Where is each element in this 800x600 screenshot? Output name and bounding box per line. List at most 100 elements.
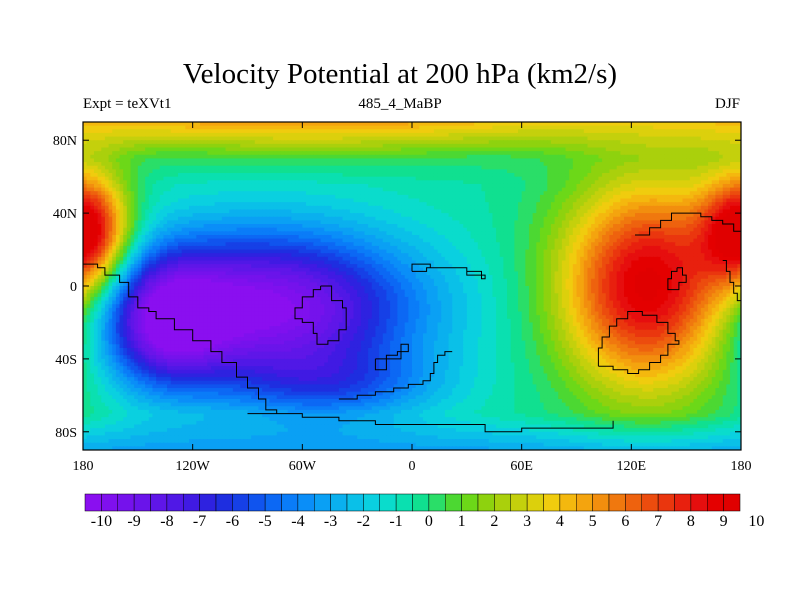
contour-cell <box>276 154 281 160</box>
contour-cell <box>455 191 461 196</box>
contour-cell <box>426 125 431 130</box>
contour-cell <box>401 216 406 221</box>
contour-cell <box>675 209 680 214</box>
contour-cell <box>697 129 702 134</box>
contour-cell <box>141 165 146 170</box>
contour-cell <box>507 213 512 218</box>
contour-cell <box>539 202 545 207</box>
contour-cell <box>532 169 537 174</box>
contour-cell <box>463 191 468 196</box>
contour-cell <box>360 194 366 200</box>
contour-cell <box>569 220 574 225</box>
contour-cell <box>547 173 552 178</box>
contour-cell <box>448 129 453 134</box>
contour-cell <box>525 180 530 185</box>
contour-cell <box>342 202 347 207</box>
contour-cell <box>412 183 417 189</box>
contour-cell <box>602 183 607 189</box>
contour-cell <box>704 213 709 218</box>
contour-cell <box>525 202 530 207</box>
contour-cell <box>561 158 567 163</box>
contour-cell <box>196 176 201 181</box>
contour-cell <box>346 191 351 196</box>
contour-cell <box>327 202 333 207</box>
contour-cell <box>349 183 355 189</box>
contour-cell <box>280 143 285 149</box>
contour-cell <box>137 209 143 214</box>
contour-cell <box>141 136 146 141</box>
contour-cell <box>678 162 684 167</box>
contour-cell <box>624 158 629 163</box>
contour-cell <box>134 187 139 192</box>
contour-cell <box>496 198 501 203</box>
contour-cell <box>642 176 647 181</box>
contour-cell <box>346 154 351 160</box>
contour-cell <box>338 162 344 167</box>
contour-cell <box>167 158 172 163</box>
contour-cell <box>587 169 592 174</box>
contour-cell <box>412 194 417 200</box>
contour-cell <box>496 173 501 178</box>
contour-cell <box>368 162 373 167</box>
contour-cell <box>368 213 373 218</box>
contour-cell <box>126 176 132 181</box>
contour-cell <box>466 165 472 170</box>
contour-cell <box>507 136 512 141</box>
contour-cell <box>693 136 698 141</box>
contour-cell <box>126 162 132 167</box>
contour-cell <box>313 198 318 203</box>
contour-cell <box>437 143 442 149</box>
contour-cell <box>401 205 406 211</box>
contour-cell <box>229 162 234 167</box>
contour-cell <box>602 151 607 156</box>
contour-cell <box>302 187 307 192</box>
contour-cell <box>181 213 186 218</box>
contour-cell <box>379 140 384 145</box>
contour-cell <box>156 140 161 145</box>
contour-cell <box>327 122 333 127</box>
contour-cell <box>616 198 621 203</box>
contour-cell <box>412 176 417 181</box>
contour-cell <box>543 169 548 174</box>
contour-cell <box>689 202 695 207</box>
contour-cell <box>580 176 585 181</box>
contour-cell <box>536 202 541 207</box>
contour-cell <box>287 180 292 185</box>
contour-cell <box>152 129 157 134</box>
contour-cell <box>682 162 687 167</box>
contour-cell <box>360 202 366 207</box>
contour-cell <box>634 136 640 141</box>
contour-cell <box>221 183 227 189</box>
contour-cell <box>210 136 216 141</box>
contour-cell <box>430 209 435 214</box>
contour-cell <box>141 187 146 192</box>
contour-cell <box>708 209 713 214</box>
contour-cell <box>225 162 230 167</box>
contour-cell <box>441 191 446 196</box>
contour-cell <box>159 216 165 221</box>
contour-cell <box>474 194 479 200</box>
contour-cell <box>386 158 391 163</box>
contour-cell <box>185 129 190 134</box>
contour-cell <box>189 132 194 138</box>
contour-cell <box>97 191 102 196</box>
contour-cell <box>645 202 651 207</box>
contour-cell <box>554 162 559 167</box>
contour-cell <box>693 216 698 221</box>
contour-cell <box>682 165 687 170</box>
contour-cell <box>364 147 369 152</box>
contour-cell <box>379 176 384 181</box>
contour-cell <box>572 122 578 127</box>
contour-cell <box>342 187 347 192</box>
contour-cell <box>492 202 497 207</box>
contour-cell <box>349 165 355 170</box>
contour-cell <box>675 129 680 134</box>
contour-cell <box>346 202 351 207</box>
contour-cell <box>700 125 706 130</box>
contour-cell <box>656 132 662 138</box>
contour-cell <box>192 191 197 196</box>
contour-cell <box>145 216 150 221</box>
contour-cell <box>711 154 717 160</box>
contour-cell <box>426 183 431 189</box>
contour-cell <box>645 198 651 203</box>
